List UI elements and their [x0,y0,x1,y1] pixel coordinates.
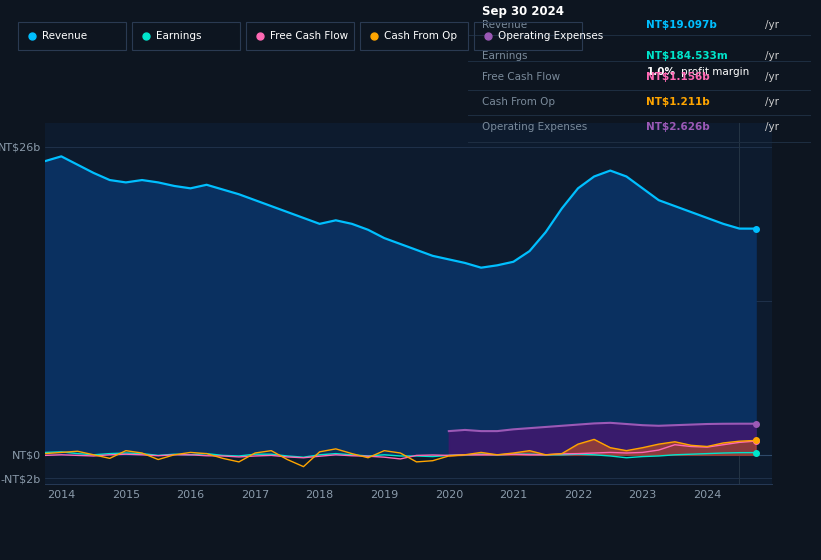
Bar [132,22,240,50]
Text: Revenue: Revenue [42,31,87,41]
Text: NT$184.533m: NT$184.533m [646,52,728,62]
Text: /yr: /yr [765,20,779,30]
Text: Cash From Op: Cash From Op [384,31,457,41]
Text: NT$1.156b: NT$1.156b [646,72,710,82]
Text: NT$1.211b: NT$1.211b [646,97,710,107]
Text: Free Cash Flow: Free Cash Flow [482,72,560,82]
Text: Operating Expenses: Operating Expenses [498,31,603,41]
Text: Revenue: Revenue [482,20,527,30]
Text: NT$19.097b: NT$19.097b [646,20,718,30]
Bar [18,22,126,50]
Text: 1.0%: 1.0% [646,67,676,77]
Text: /yr: /yr [765,72,779,82]
Text: /yr: /yr [765,122,779,132]
Text: Operating Expenses: Operating Expenses [482,122,587,132]
Text: /yr: /yr [765,97,779,107]
Text: Free Cash Flow: Free Cash Flow [270,31,348,41]
Text: Cash From Op: Cash From Op [482,97,555,107]
Bar [474,22,582,50]
Text: NT$2.626b: NT$2.626b [646,122,710,132]
Text: Earnings: Earnings [156,31,201,41]
Text: Sep 30 2024: Sep 30 2024 [482,4,564,17]
Bar [360,22,468,50]
Text: profit margin: profit margin [681,67,749,77]
Text: /yr: /yr [765,52,779,62]
Text: Earnings: Earnings [482,52,527,62]
Bar [246,22,354,50]
